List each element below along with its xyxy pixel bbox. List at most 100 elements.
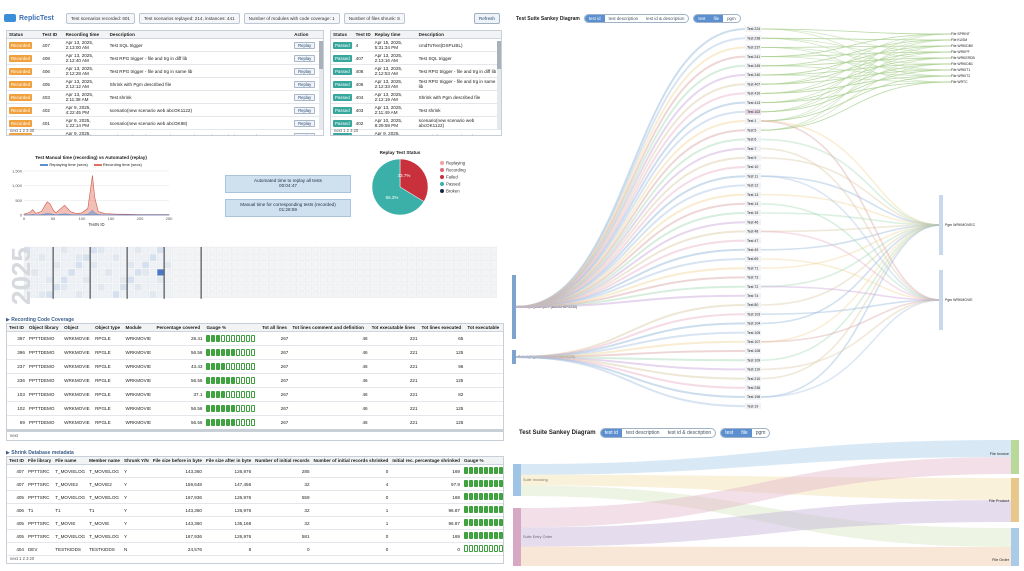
table-row[interactable]: Recorded 400 Apr 9, 2025, 12:20:54 cmdToTex… (7, 129, 323, 135)
col-header[interactable]: Gauge % (461, 457, 503, 465)
table-row[interactable]: Passed 4 Apr 15, 2025, 5:31:34 PM cmdToText… (331, 38, 501, 52)
recorded-pager[interactable]: next 1 2 3 30 (10, 128, 35, 133)
col-header[interactable]: Shrunk Y/N (122, 457, 151, 465)
col-header[interactable]: Test ID (7, 457, 26, 465)
col-replay-time[interactable]: Replay time (372, 31, 417, 39)
replay-button[interactable]: Replay (294, 93, 316, 101)
table-row[interactable]: 405 PPTTSRC T_MOVIELOG T_MOVIELOG Y 167,936 12… (7, 490, 503, 504)
col-header[interactable]: Number of initial records (253, 457, 312, 465)
table-row[interactable]: 237 PPTTDEMO WRKMOVIE RPGLE WRKMOVIE 43.43 267… (7, 359, 503, 374)
toggle-test-id[interactable]: test id (584, 15, 605, 22)
table-row[interactable]: 397 PPTTDEMO WRKMOVIE RPGLE WRKMOVIE 28.41 267… (7, 331, 503, 346)
col-header[interactable]: Tot executable lines (369, 324, 420, 332)
replay-button[interactable]: Replay (294, 67, 316, 75)
replay-button[interactable]: Replay (294, 106, 316, 114)
col-header[interactable]: Object type (93, 324, 124, 332)
table-row[interactable]: 404 DEV TESTKIDDS TESTKIDDS N 24,576 8 0 0 0 (7, 542, 503, 556)
table-row[interactable]: Recorded 405 Apr 13, 2025, 2:12:12 AM Shrin… (7, 77, 323, 91)
toggle-test[interactable]: test (721, 429, 738, 437)
table-row[interactable]: Passed 404 Apr 13, 2025, 2:12:19 AM Shrink … (331, 90, 501, 104)
col-action[interactable]: Action (292, 31, 323, 39)
description: Test shrink (109, 94, 132, 100)
col-header[interactable]: Tot all lines (260, 324, 291, 332)
table-row[interactable]: 396 PPTTDEMO WRKMOVIE RPGLE WRKMOVIE 56.56 267… (7, 345, 503, 360)
shrink-pager[interactable]: next 1 2 3 20 (10, 556, 35, 561)
table-row[interactable]: Recorded 408 Apr 13, 2025, 2:12:40 AM Test … (7, 51, 323, 65)
heatmap-cell (475, 254, 482, 261)
shrink-title[interactable]: ▶ Shrink Database metadata (6, 450, 74, 456)
refresh-button[interactable]: Refresh (473, 12, 500, 24)
heatmap-cell (260, 291, 268, 298)
table-row[interactable]: Passed 402 Apr 10, 2025, 8:29:59 PM scenari… (331, 116, 501, 130)
recorded-scrollbar[interactable] (319, 41, 323, 129)
table-row[interactable]: 407 PPTTSRC T_MOVIE2 T_MOVIE2 Y 159,648 147,45… (7, 477, 503, 491)
replay-button[interactable]: Replay (294, 80, 316, 88)
toggle-test-description[interactable]: test description (625, 430, 660, 436)
col-description[interactable]: Description (107, 31, 293, 39)
toggle-test-id[interactable]: test id (600, 429, 622, 437)
table-row[interactable]: 69 PPTTDEMO WRKMOVIE RPGLE WRKMOVIE 56.56 267 4… (7, 415, 503, 430)
col-header[interactable]: Tot executable (465, 324, 503, 332)
table-row[interactable]: Passed 403 Apr 13, 2025, 2:11:49 AM Test sh… (331, 103, 501, 117)
table-row[interactable]: Recorded 402 Apr 9, 2025, 4:22:45 PM scenar… (7, 103, 323, 117)
col-header[interactable]: File library (25, 457, 54, 465)
table-row[interactable]: Passed 408 Apr 13, 2025, 2:12:53 AM Test RP… (331, 64, 501, 78)
toggle-test-id-description[interactable]: test id & description (667, 430, 712, 436)
toggle-test[interactable]: test (694, 15, 710, 22)
table-row[interactable]: Recorded 401 Apr 9, 2025, 1:22:14 PM scenar… (7, 116, 323, 130)
toggle-file[interactable]: file (709, 15, 724, 22)
col-header[interactable]: Tot lines comment and definition (290, 324, 370, 332)
col-description[interactable]: Description (416, 31, 501, 39)
col-header[interactable]: Number of initial records shrinked (311, 457, 391, 465)
table-row[interactable]: 405 PPTTSRC T_MOVIELOG T_MOVIELOG Y 167,936 12… (7, 529, 503, 543)
toggle-test-description[interactable]: test description (608, 16, 639, 21)
table-row[interactable]: Recorded 403 Apr 13, 2025, 2:11:38 AM Test … (7, 90, 323, 104)
replay-button[interactable]: Replay (294, 132, 316, 135)
table-row[interactable]: Passed 406 Apr 13, 2025, 2:12:33 AM Test RP… (331, 77, 501, 91)
col-header[interactable]: Gauge % (204, 324, 260, 332)
col-header[interactable]: Tot lines executed (419, 324, 466, 332)
col-test-id[interactable]: Test ID (40, 31, 64, 39)
toggle-test-id-description[interactable]: test id & description (646, 16, 685, 21)
table-row[interactable]: 102 PPTTDEMO WRKMOVIE RPGLE WRKMOVIE 56.56 267… (7, 401, 503, 416)
col-header[interactable]: Initial rec. percentage shrinked (390, 457, 462, 465)
col-header[interactable]: Object library (26, 324, 63, 332)
table-cell: 125 (419, 401, 466, 416)
replayed-pager[interactable]: next 1 2 3 20 (334, 128, 359, 133)
table-row[interactable]: Recorded 406 Apr 13, 2025, 2:12:28 AM Test … (7, 64, 323, 78)
col-header[interactable]: Percentage covered (154, 324, 205, 332)
col-status[interactable]: Status (331, 31, 354, 39)
coverage-pager[interactable]: next (10, 433, 18, 438)
coverage-hscroll[interactable] (7, 429, 503, 432)
table-row[interactable]: 406 T1 T1 T1 Y 143,360 126,976 32 1 96.87 (7, 503, 503, 517)
col-header[interactable]: File size before in byte (150, 457, 204, 465)
sankey-link (760, 175, 942, 301)
col-header[interactable]: Member name (87, 457, 122, 465)
replay-button[interactable]: Replay (294, 119, 316, 127)
col-header[interactable]: Object (62, 324, 94, 332)
toggle-pgm[interactable]: pgm (755, 430, 766, 436)
replay-button[interactable]: Replay (294, 41, 316, 49)
col-header[interactable]: Test ID (7, 324, 27, 332)
heatmap-cell (386, 261, 394, 269)
heatmap-cell (430, 261, 438, 269)
replay-button[interactable]: Replay (294, 54, 316, 62)
col-header[interactable]: File name (53, 457, 88, 465)
table-row[interactable]: 405 PPTTSRC T_MOVIE T_MOVIE Y 143,360 135,168 3… (7, 516, 503, 530)
col-header[interactable]: File size after in byte (203, 457, 254, 465)
col-test-id[interactable]: Test ID (353, 31, 373, 39)
table-row[interactable]: 236 PPTTDEMO WRKMOVIE RPGLE WRKMOVIE 56.56 267… (7, 373, 503, 388)
col-status[interactable]: Status (7, 31, 41, 39)
toggle-pgm[interactable]: pgm (727, 16, 736, 21)
table-row[interactable]: 103 PPTTDEMO WRKMOVIE RPGLE WRKMOVIE 37.1 267 4… (7, 387, 503, 402)
toggle-file[interactable]: file (737, 429, 752, 437)
col-header[interactable]: Module (123, 324, 155, 332)
coverage-title[interactable]: ▶ Recording Code Coverage (6, 317, 75, 323)
table-row[interactable]: Recorded 407 Apr 13, 2025, 2:13:00 AM Test … (7, 38, 323, 52)
table-row[interactable]: Passed 407 Apr 13, 2025, 2:13:16 AM Test SQ… (331, 51, 501, 65)
replayed-scrollbar[interactable] (497, 41, 501, 129)
x-tick-label: 150 (108, 216, 115, 221)
table-row[interactable]: 407 PPTTSRC T_MOVIELOG T_MOVIELOG Y 143,360 12… (7, 464, 503, 478)
col-recording-time[interactable]: Recording time (63, 31, 108, 39)
